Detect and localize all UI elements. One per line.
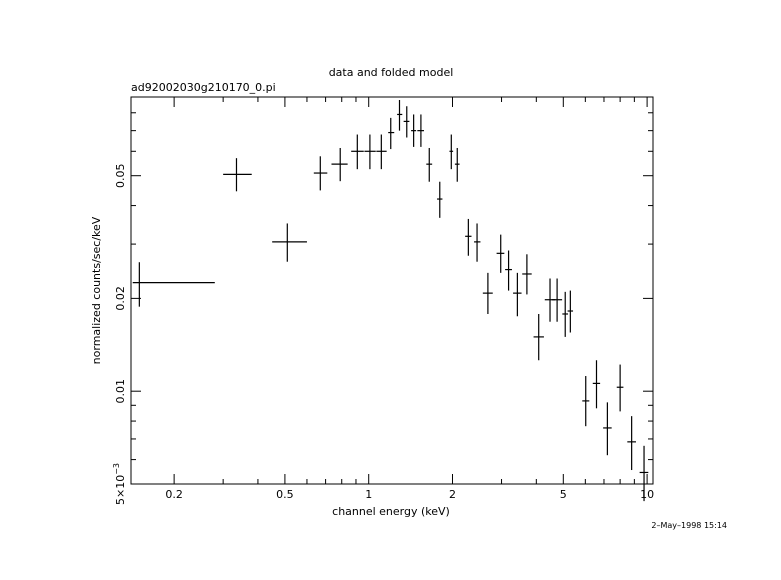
timestamp: 2–May–1998 15:14	[651, 521, 727, 530]
y-tick-label: 0.01	[114, 379, 127, 404]
data-point	[505, 250, 512, 291]
data-point	[522, 254, 532, 295]
data-point	[331, 147, 348, 182]
data-point	[132, 262, 215, 307]
data-point	[454, 147, 460, 182]
plot-frame	[130, 96, 654, 485]
data-point	[397, 100, 403, 131]
data-point	[313, 156, 328, 191]
x-tick-label: 2	[449, 488, 456, 501]
data-point	[482, 272, 493, 314]
x-tick-label: 0.2	[165, 488, 183, 501]
data-point	[592, 360, 601, 409]
data-point	[449, 134, 454, 170]
data-point	[627, 416, 636, 471]
chart-subtitle: ad92002030g210170_0.pi	[131, 81, 276, 94]
data-point	[603, 402, 612, 456]
chart-title: data and folded model	[329, 66, 454, 79]
data-point	[272, 223, 307, 262]
data-point	[223, 158, 252, 192]
data-point	[474, 223, 481, 262]
data-point	[496, 234, 505, 273]
data-point	[582, 376, 590, 427]
data-point	[533, 313, 544, 361]
plot-area: 0.2 0.5 1 2 5 10 5×10−3 0.01 0.02 0.05	[112, 96, 654, 505]
data-point	[639, 445, 649, 502]
y-tick-label: 0.02	[114, 286, 127, 311]
y-tick-label: 0.05	[114, 163, 127, 188]
data-point	[562, 291, 569, 337]
data-point	[417, 114, 425, 147]
data-point	[567, 290, 574, 333]
data-point	[426, 147, 433, 182]
x-axis-label: channel energy (keV)	[332, 505, 450, 518]
data-point	[388, 117, 395, 150]
y-tick-label: 5×10−3	[112, 463, 127, 505]
data-point	[437, 181, 443, 218]
data-point	[616, 364, 624, 412]
x-tick-label: 10	[640, 488, 654, 501]
x-tick-label: 1	[365, 488, 372, 501]
data-point	[351, 134, 364, 170]
data-point	[403, 106, 410, 138]
data-point	[364, 134, 376, 170]
data-point	[465, 218, 472, 256]
data-point	[513, 272, 522, 317]
x-tick-label: 0.5	[276, 488, 294, 501]
y-axis-label: normalized counts/sec/keV	[90, 216, 103, 364]
data-point	[552, 278, 563, 322]
x-tick-label: 5	[560, 488, 567, 501]
data-point	[376, 134, 387, 170]
data-point	[411, 114, 417, 147]
